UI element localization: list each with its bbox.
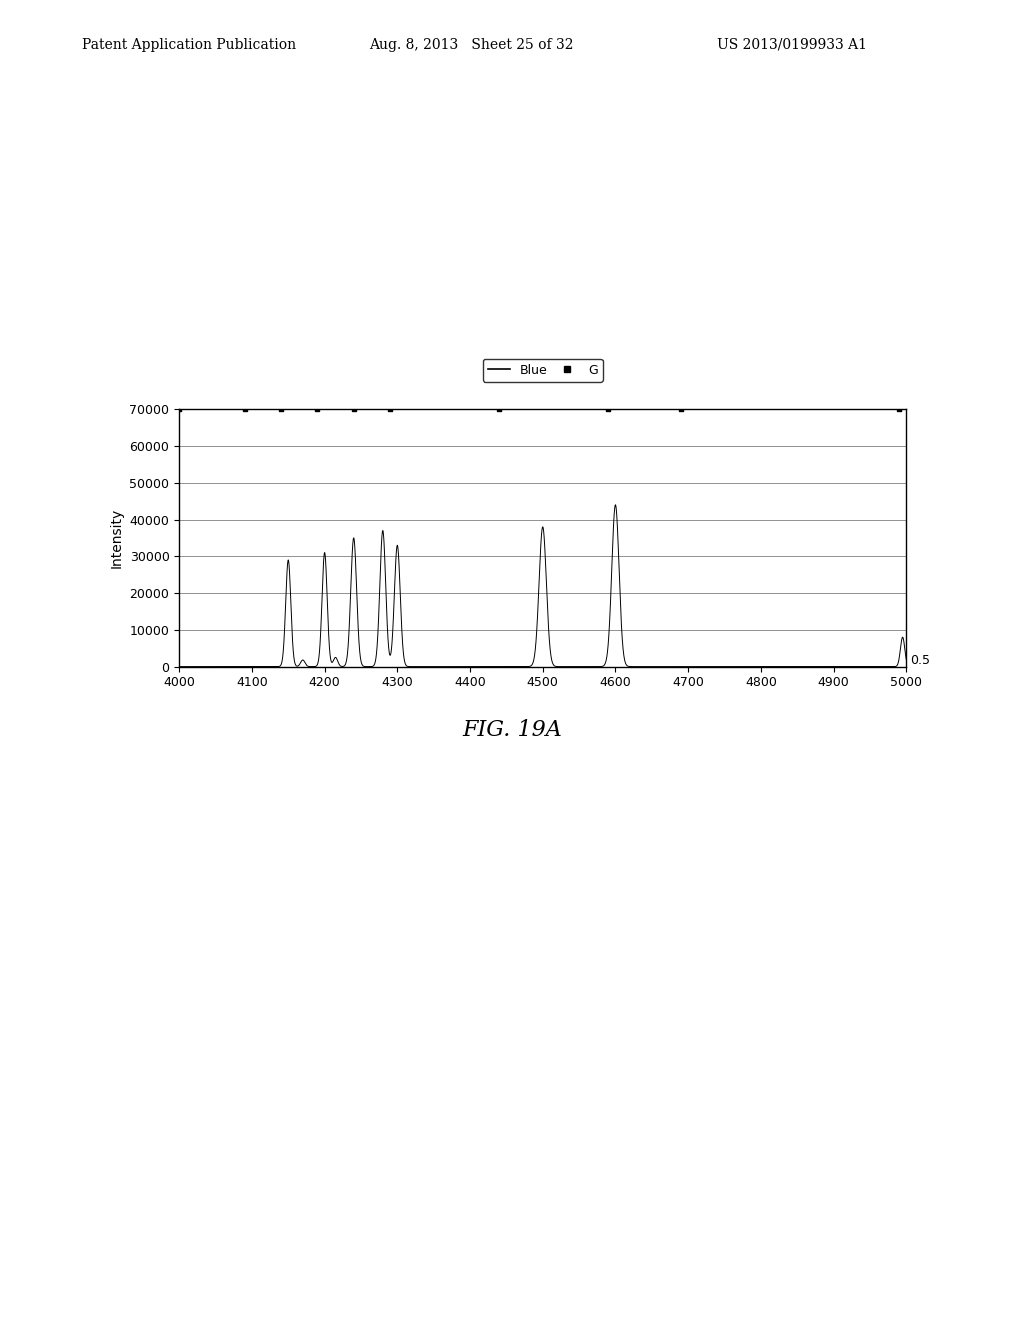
Y-axis label: Intensity: Intensity [110,508,124,568]
Point [309,399,326,420]
Point [345,399,361,420]
Point [891,399,907,420]
Text: 0.5: 0.5 [910,653,930,667]
Point [237,399,253,420]
Point [490,399,507,420]
Point [600,399,616,420]
Text: Patent Application Publication: Patent Application Publication [82,38,296,51]
Text: Aug. 8, 2013   Sheet 25 of 32: Aug. 8, 2013 Sheet 25 of 32 [369,38,573,51]
Point [673,399,689,420]
Legend: Blue, G: Blue, G [482,359,603,381]
Text: FIG. 19A: FIG. 19A [462,719,562,742]
Point [382,399,398,420]
Point [171,399,187,420]
Text: US 2013/0199933 A1: US 2013/0199933 A1 [717,38,866,51]
Point [272,399,289,420]
